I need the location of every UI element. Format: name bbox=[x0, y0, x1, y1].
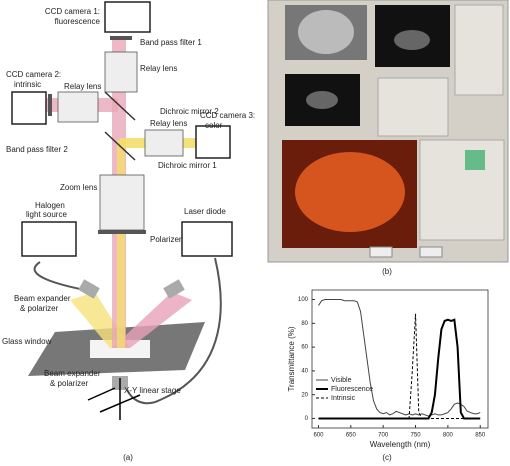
x-tick-label: 800 bbox=[443, 433, 454, 439]
label: intrinsic bbox=[14, 80, 41, 89]
panel-label: (c) bbox=[382, 453, 392, 462]
label: color bbox=[205, 121, 223, 130]
label: light source bbox=[26, 210, 67, 219]
y-tick-label: 40 bbox=[301, 368, 308, 374]
panel-label: (a) bbox=[123, 453, 133, 462]
label: Band pass filter 1 bbox=[140, 38, 202, 47]
panel bbox=[454, 4, 504, 96]
y-tick-label: 80 bbox=[301, 321, 308, 327]
zoom-lens bbox=[99, 174, 145, 231]
label: Beam expander bbox=[14, 294, 71, 303]
filter-1 bbox=[110, 36, 132, 40]
laser-diode bbox=[181, 221, 233, 257]
label: Beam expander bbox=[44, 369, 101, 378]
label: Glass window bbox=[2, 337, 52, 346]
image-content bbox=[306, 91, 338, 109]
series-line bbox=[318, 313, 481, 419]
label: Dichroic mirror 2 bbox=[160, 107, 219, 116]
x-tick-label: 600 bbox=[313, 433, 324, 439]
window-pane bbox=[90, 340, 150, 358]
y-tick-label: 20 bbox=[301, 392, 308, 398]
filter-2 bbox=[48, 94, 52, 116]
y-tick-label: 100 bbox=[298, 297, 309, 303]
x-axis-label: Wavelength (nm) bbox=[370, 440, 431, 449]
label: Halogen bbox=[35, 201, 65, 210]
relay-lens bbox=[104, 51, 138, 93]
software-screenshot bbox=[267, 0, 509, 263]
label: Dichroic mirror 1 bbox=[158, 161, 217, 170]
beam-expander bbox=[78, 279, 100, 299]
stage-arrows bbox=[87, 378, 141, 420]
label: CCD camera 2: bbox=[6, 70, 61, 79]
fiber bbox=[33, 257, 222, 405]
x-tick-label: 750 bbox=[411, 433, 422, 439]
panel bbox=[377, 77, 449, 137]
halogen-source bbox=[21, 221, 77, 257]
label: Polarizer bbox=[150, 235, 182, 244]
legend-label: Visible bbox=[331, 377, 352, 384]
button[interactable] bbox=[419, 246, 443, 258]
label: fluorescence bbox=[55, 17, 101, 26]
relay-lens bbox=[57, 91, 99, 123]
series-line bbox=[318, 299, 481, 417]
button[interactable] bbox=[369, 246, 393, 258]
camera-2 bbox=[11, 91, 47, 125]
label: CCD camera 3: bbox=[200, 111, 255, 120]
label: CCD camera 1: bbox=[45, 7, 100, 16]
image-content bbox=[298, 10, 354, 54]
yellow-beam bbox=[117, 140, 125, 348]
setup-diagram: CCD camera 1: fluorescence Band pass fil… bbox=[2, 1, 255, 420]
label: Zoom lens bbox=[60, 183, 97, 192]
camera-1 bbox=[104, 1, 151, 33]
plot-frame bbox=[311, 289, 489, 429]
label: X-Y linear stage bbox=[124, 386, 181, 395]
dichroic-mirror-1 bbox=[104, 131, 136, 161]
image-content bbox=[394, 30, 430, 50]
label: Laser diode bbox=[184, 207, 226, 216]
legend-label: Intrinsic bbox=[331, 395, 356, 402]
polarizer bbox=[98, 230, 146, 234]
panel bbox=[419, 139, 505, 241]
y-tick-label: 60 bbox=[301, 345, 308, 351]
x-tick-label: 700 bbox=[378, 433, 389, 439]
label: Relay lens bbox=[150, 119, 187, 128]
label: Relay lens bbox=[64, 82, 101, 91]
swatch bbox=[465, 150, 485, 170]
pink-beam bbox=[112, 292, 192, 348]
label: & polarizer bbox=[50, 379, 89, 388]
y-tick-label: 0 bbox=[305, 416, 309, 422]
dichroic-mirror-2 bbox=[104, 91, 136, 121]
label: Relay lens bbox=[140, 64, 177, 73]
legend-label: Fluorescence bbox=[331, 386, 373, 393]
image-content bbox=[295, 152, 405, 232]
relay-lens bbox=[144, 129, 184, 157]
label: & polarizer bbox=[20, 304, 59, 313]
beam-expander bbox=[163, 279, 185, 299]
y-axis-label: Transmittance (%) bbox=[287, 326, 296, 391]
label: Band pass filter 2 bbox=[6, 145, 68, 154]
camera-3 bbox=[195, 125, 231, 159]
panel-label: (b) bbox=[382, 267, 392, 276]
x-tick-label: 850 bbox=[475, 433, 486, 439]
x-tick-label: 650 bbox=[346, 433, 357, 439]
chart: Wavelength (nm) Transmittance (%) 0 20 40 6… bbox=[287, 289, 489, 449]
